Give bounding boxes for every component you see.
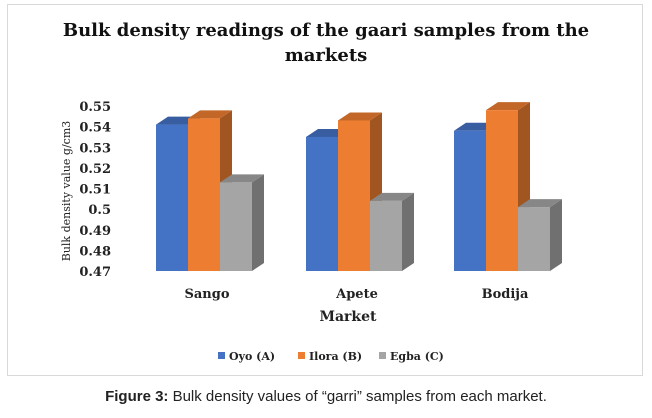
bar-chart: Bulk density readings of the gaari sampl… <box>60 20 589 363</box>
bar-side <box>550 199 562 271</box>
caption-text: Bulk density values of “garri” samples f… <box>168 388 547 405</box>
legend-label: Ilora (B) <box>309 350 362 363</box>
chart-title-line: Bulk density readings of the gaari sampl… <box>63 20 589 41</box>
legend: Oyo (A) Ilora (B) Egba (C) <box>218 350 444 363</box>
y-tick-label: 0.48 <box>79 244 111 259</box>
bar-top <box>486 102 530 111</box>
y-tick-label: 0.5 <box>88 203 111 218</box>
bar-top <box>370 192 414 201</box>
y-tick-label: 0.54 <box>79 121 111 136</box>
bar-front <box>156 124 188 271</box>
bar-top <box>518 199 562 208</box>
bar-top <box>338 112 382 121</box>
x-tick-label: Sango <box>184 287 229 302</box>
legend-item: Ilora (B) <box>298 350 362 363</box>
y-tick-label: 0.52 <box>79 162 111 177</box>
bar-front <box>338 120 370 271</box>
x-axis: Sango Apete Bodija Market <box>184 287 528 325</box>
legend-swatch <box>379 352 386 359</box>
legend-label: Egba (C) <box>390 350 444 363</box>
bar-side <box>402 192 414 271</box>
legend-item: Oyo (A) <box>218 350 275 363</box>
legend-swatch <box>218 352 225 359</box>
bar-front <box>220 182 252 271</box>
bar-front <box>306 136 338 271</box>
bar-side <box>252 174 264 271</box>
bar-front <box>486 110 518 271</box>
bar <box>220 174 264 271</box>
chart-title: Bulk density readings of the gaari sampl… <box>63 20 589 66</box>
bar-front <box>454 130 486 271</box>
bar-top <box>220 174 264 183</box>
x-tick-label: Apete <box>335 287 378 302</box>
y-tick-label: 0.49 <box>79 224 111 239</box>
chart-title-line: markets <box>285 45 368 66</box>
bar-front <box>518 207 550 271</box>
figure-caption: Figure 3: Bulk density values of “garri”… <box>0 388 652 405</box>
legend-label: Oyo (A) <box>229 350 275 363</box>
bar-front <box>370 200 402 271</box>
y-axis: 0.55 0.54 0.53 0.52 0.51 0.5 0.49 0.48 0.47 Bulk … <box>60 100 111 280</box>
y-tick-label: 0.47 <box>79 265 111 280</box>
bar-front <box>188 118 220 271</box>
chart-frame: Bulk density readings of the gaari sampl… <box>7 4 643 376</box>
y-tick-label: 0.53 <box>79 141 111 156</box>
bar <box>370 192 414 271</box>
y-axis-title: Bulk density value g/cm3 <box>60 121 73 262</box>
y-tick-label: 0.55 <box>79 100 111 115</box>
bar-top <box>188 110 232 119</box>
caption-label: Figure 3: <box>105 388 169 405</box>
bars <box>156 102 562 271</box>
x-axis-title: Market <box>319 309 377 325</box>
legend-swatch <box>298 352 305 359</box>
x-tick-label: Bodija <box>482 287 529 302</box>
y-tick-label: 0.51 <box>79 183 111 198</box>
legend-item: Egba (C) <box>379 350 444 363</box>
bar <box>518 199 562 271</box>
